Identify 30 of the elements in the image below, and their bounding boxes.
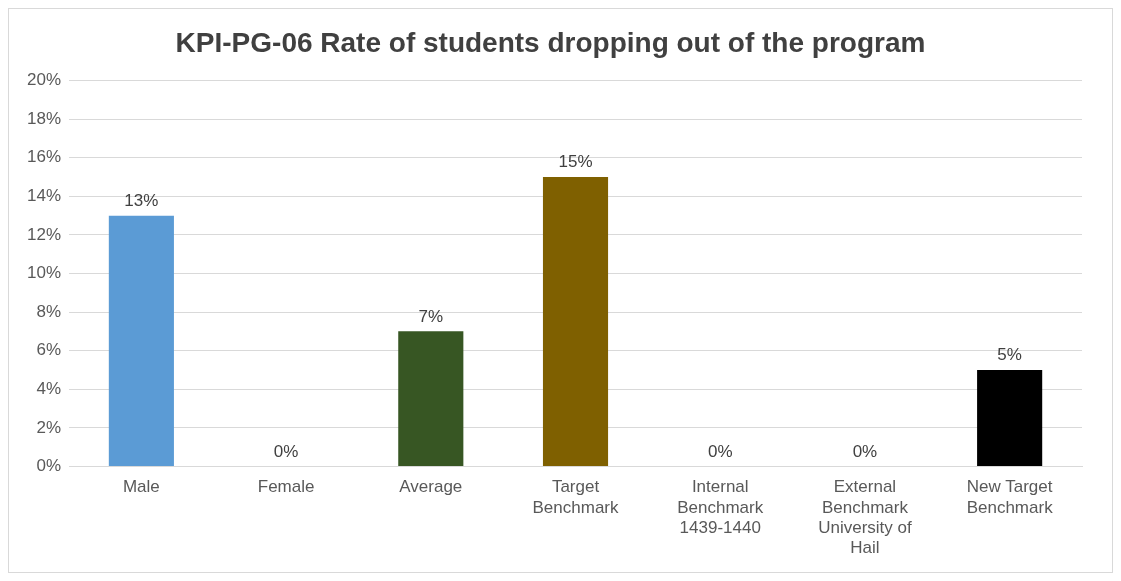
x-tick-label: Male [122,477,160,497]
x-tick-label: New Target Benchmark [966,477,1054,517]
data-label: 7% [418,306,444,326]
y-tick-label: 14% [26,186,62,206]
y-tick-label: 18% [26,108,62,128]
data-label: 15% [558,152,593,172]
bar [977,369,1043,466]
y-tick-label: 6% [36,340,62,360]
y-tick-label: 8% [36,301,62,321]
data-label: 13% [124,190,159,210]
x-tick-label: External Benchmark University of Hail [818,477,912,558]
y-tick-label: 10% [26,263,62,283]
x-tick-label: Average [399,477,463,497]
y-tick-label: 20% [26,70,62,90]
bar [398,331,464,466]
x-tick-label: Target Benchmark [532,477,619,517]
y-tick-label: 0% [36,456,62,476]
y-tick-label: 4% [36,378,62,398]
chart-title: KPI-PG-06 Rate of students dropping out of the program [175,26,926,58]
y-tick-label: 12% [26,224,62,244]
y-tick-label: 2% [36,417,62,437]
bar [542,177,609,466]
x-tick-label: Internal Benchmark 1439-1440 [677,477,764,538]
x-tick-label: Female [257,477,315,497]
data-label: 0% [273,441,299,461]
bar [108,215,174,466]
y-tick-label: 16% [26,147,62,167]
data-label: 0% [707,441,733,461]
data-label: 5% [997,345,1022,365]
data-label: 0% [852,441,878,461]
